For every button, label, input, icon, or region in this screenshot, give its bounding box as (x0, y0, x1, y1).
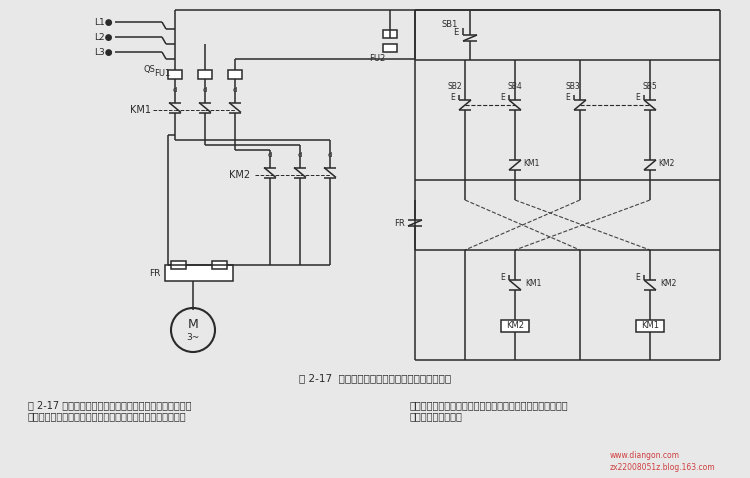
Text: KM1: KM1 (130, 105, 151, 115)
Text: d: d (202, 87, 207, 93)
Bar (228, 70, 242, 79)
Text: KM1: KM1 (523, 159, 539, 167)
Bar (168, 70, 182, 79)
Text: SB5: SB5 (643, 82, 657, 90)
Bar (636, 320, 664, 332)
Text: SB4: SB4 (508, 82, 522, 90)
Bar (198, 70, 212, 79)
Text: E: E (566, 93, 570, 101)
Text: QS: QS (143, 65, 155, 74)
Text: 图 2-17  接触器与按钮双重连锁可逆运行控制线路: 图 2-17 接触器与按钮双重连锁可逆运行控制线路 (299, 373, 451, 383)
Text: M: M (188, 318, 198, 332)
Text: E: E (635, 93, 640, 101)
Bar (383, 30, 397, 38)
Text: L3●: L3● (94, 47, 113, 56)
Text: SB1: SB1 (442, 20, 458, 29)
Text: 图 2-17 所示为一种可逆点动、可逆运行的混合控制线路，
该线路能控制电动机正反向点动断续运行，以及正反向连续运: 图 2-17 所示为一种可逆点动、可逆运行的混合控制线路， 该线路能控制电动机正… (28, 400, 191, 422)
Text: d: d (172, 87, 177, 93)
Text: L2●: L2● (94, 33, 113, 42)
Bar (165, 265, 233, 281)
Text: zx22008051z.blog.163.com: zx22008051z.blog.163.com (610, 463, 716, 472)
Text: SB2: SB2 (447, 82, 462, 90)
Bar (212, 261, 227, 269)
Text: E: E (500, 272, 505, 282)
Text: KM1: KM1 (641, 322, 659, 330)
Text: KM2: KM2 (658, 159, 674, 167)
Text: KM2: KM2 (229, 170, 250, 180)
Text: SB3: SB3 (566, 82, 580, 90)
Text: E: E (453, 28, 458, 36)
Text: FR: FR (394, 218, 405, 228)
Text: KM2: KM2 (506, 322, 524, 330)
Text: FR: FR (148, 269, 160, 278)
Text: L1●: L1● (94, 18, 113, 26)
Bar (171, 261, 186, 269)
Text: d: d (232, 87, 237, 93)
Text: E: E (500, 93, 505, 101)
Text: 3~: 3~ (186, 334, 200, 343)
Text: d: d (328, 152, 332, 158)
Text: d: d (298, 152, 302, 158)
Text: d: d (268, 152, 272, 158)
Text: 行，线路还设置有双按钮和接触器辅触点双重联锁机构，故操
作方便，工作可靠。: 行，线路还设置有双按钮和接触器辅触点双重联锁机构，故操 作方便，工作可靠。 (410, 400, 568, 422)
Text: KM2: KM2 (660, 279, 676, 287)
Text: FU1: FU1 (154, 68, 170, 77)
Text: E: E (635, 272, 640, 282)
Bar (383, 44, 397, 52)
Text: www.diangon.com: www.diangon.com (610, 451, 680, 460)
Text: E: E (450, 93, 455, 101)
Bar (501, 320, 529, 332)
Text: FU2: FU2 (369, 54, 385, 63)
Text: KM1: KM1 (525, 279, 542, 287)
